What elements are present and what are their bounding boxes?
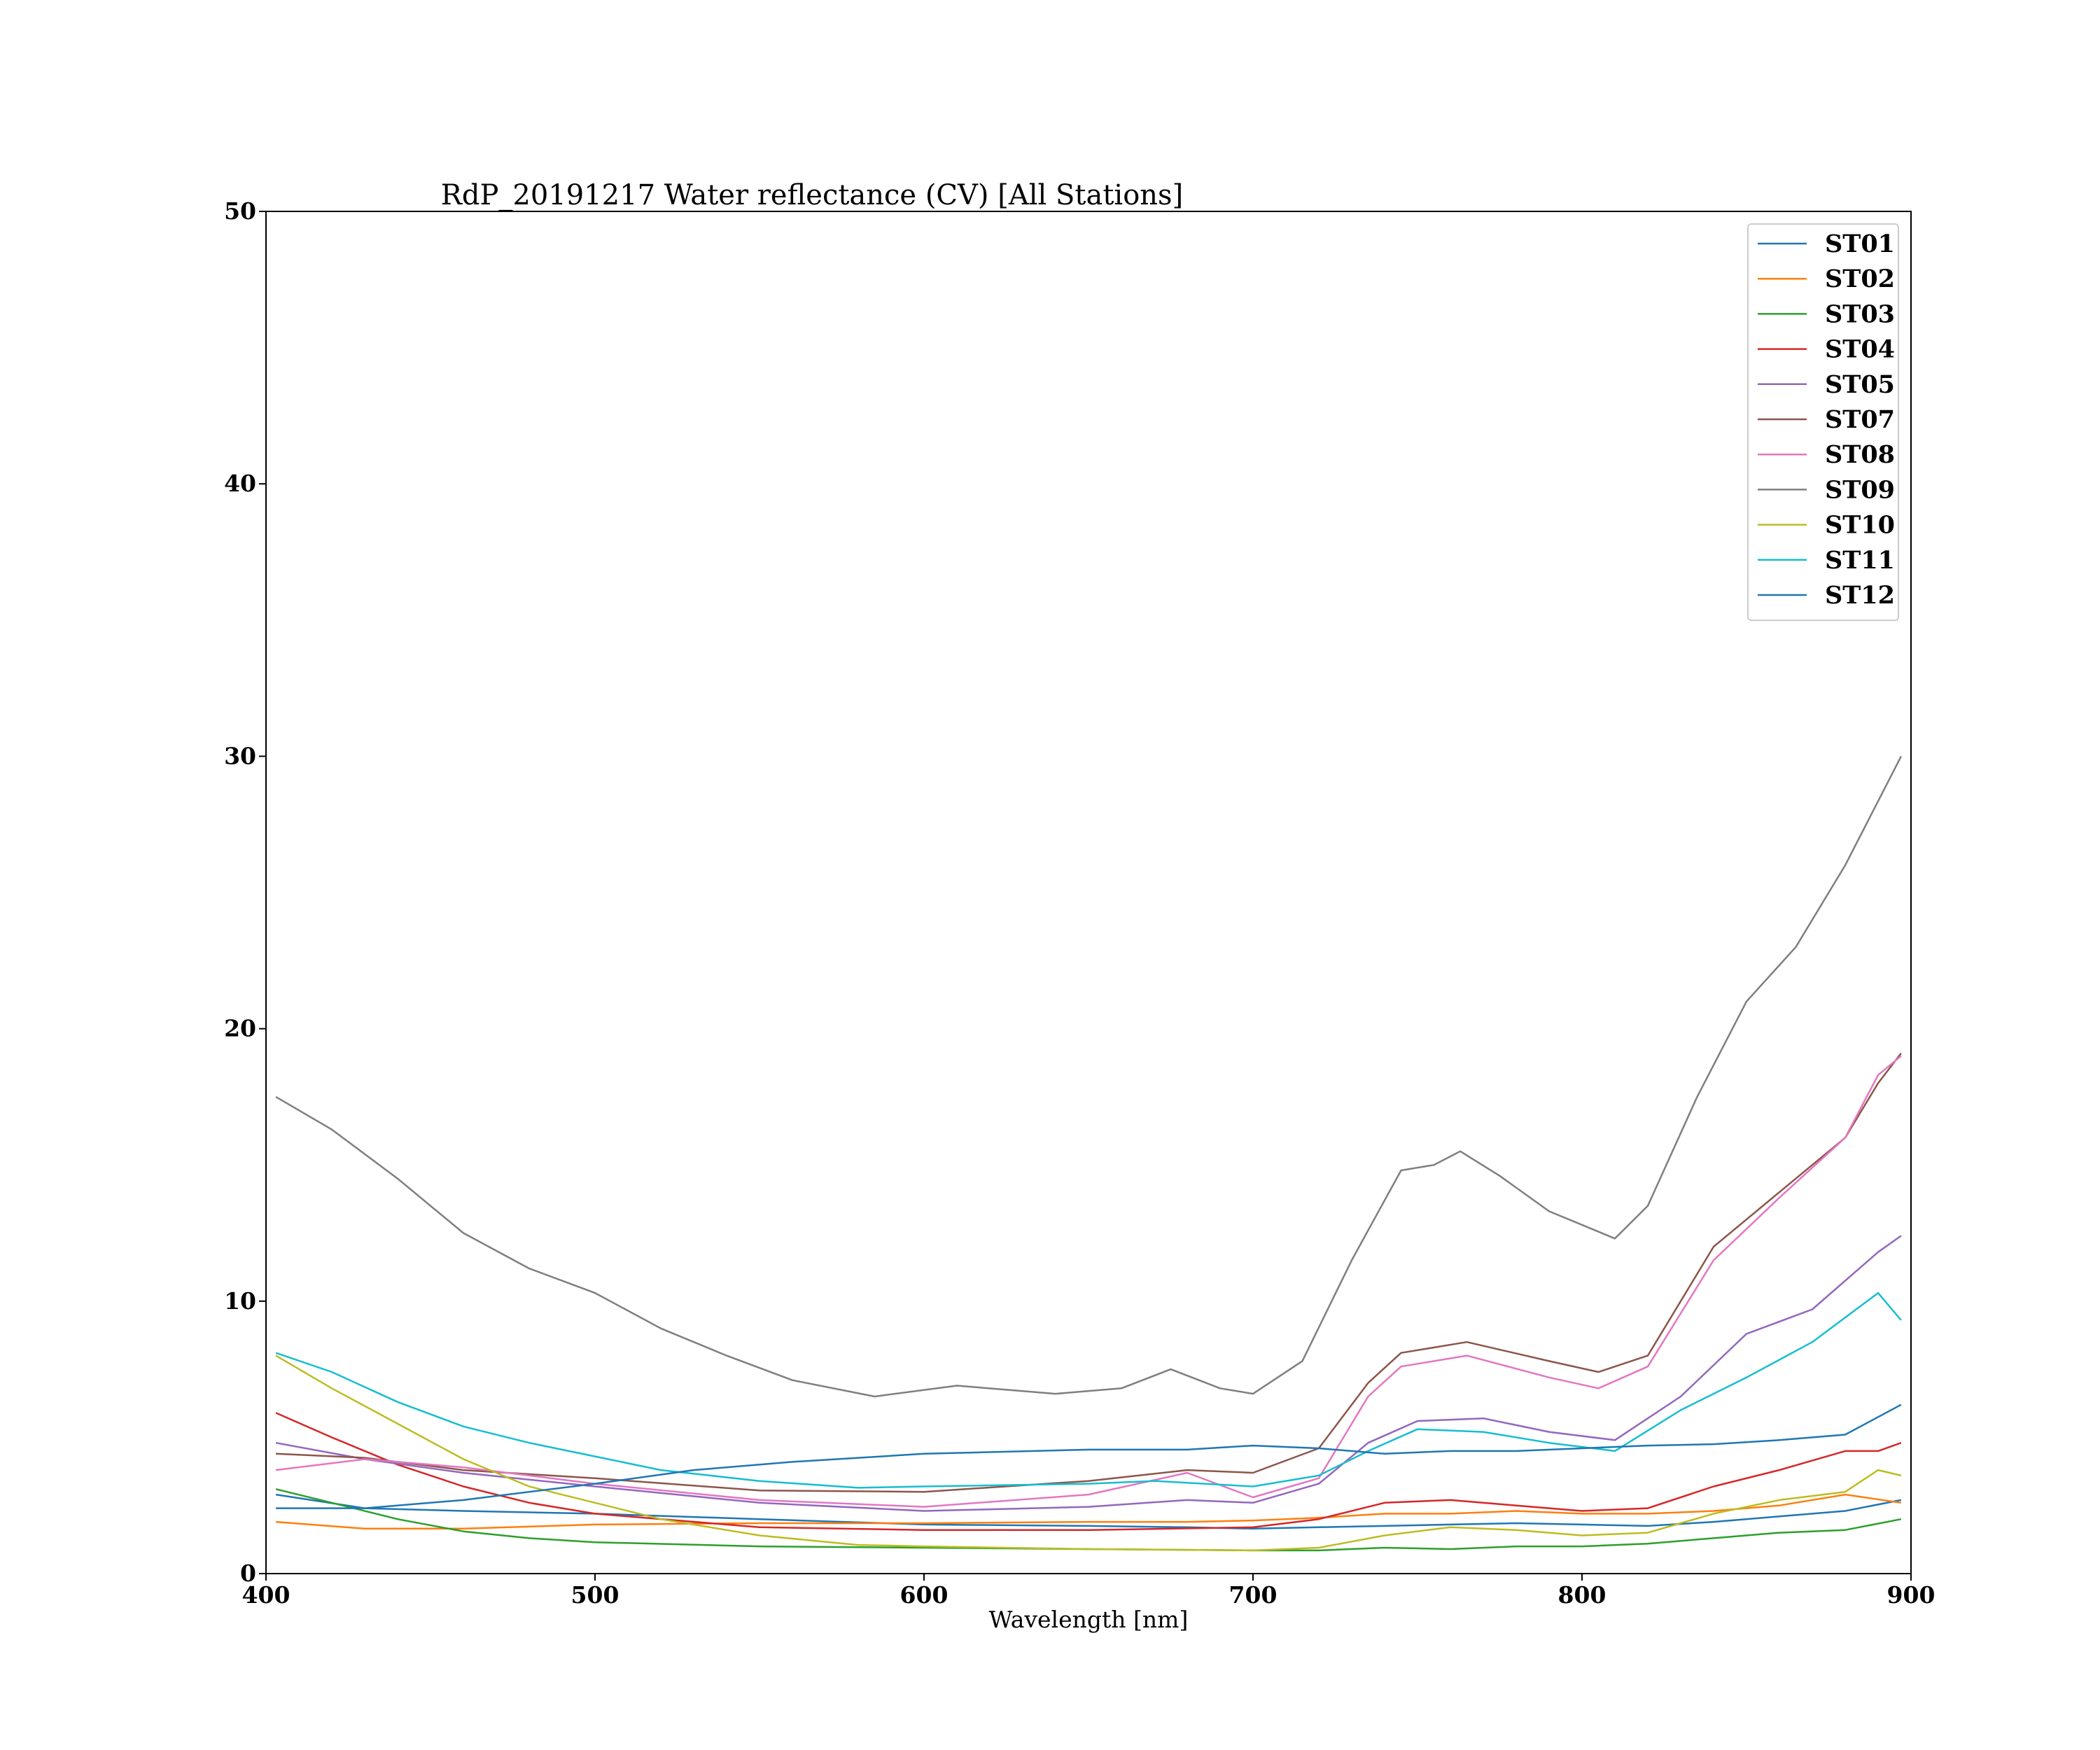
legend-label: ST11 [1825,546,1895,575]
series-line-st08 [275,1055,1902,1508]
x-axis-label: Wavelength [nm] [989,1606,1189,1633]
series-line-st12 [276,1404,1902,1509]
legend-box [1747,223,1899,622]
y-tick-label: 30 [224,742,256,769]
legend-label: ST04 [1825,335,1895,364]
series-line-st02 [276,1493,1902,1530]
legend-label: ST08 [1825,440,1895,469]
legend-label: ST05 [1825,370,1895,399]
x-tick-label: 800 [1558,1581,1606,1609]
x-tick-label: 400 [242,1581,290,1609]
x-tick-label: 600 [900,1581,948,1609]
y-tick-label: 50 [224,197,256,225]
y-tick-label: 10 [224,1287,256,1315]
y-axis: 0 10 20 30 40 50 [224,197,266,1587]
legend-label: ST01 [1825,230,1895,258]
series-line-st05 [275,1235,1902,1512]
series-line-st04 [275,1412,1902,1531]
series-line-st07 [276,1052,1902,1493]
series-line-st11 [275,1292,1902,1489]
series-line-st03 [275,1488,1902,1552]
legend-label: ST12 [1825,581,1895,610]
plot-area [275,755,1903,1552]
x-tick-label: 900 [1887,1581,1935,1609]
x-tick-label: 700 [1229,1581,1278,1609]
y-tick-label: 0 [240,1560,256,1587]
legend-label: ST09 [1825,475,1895,504]
legend-label: ST10 [1825,511,1895,540]
legend: ST01 ST02 ST03 ST04 ST05 ST07 ST08 ST09 ST10 ST11… [1747,223,1899,622]
legend-label: ST02 [1825,265,1895,293]
y-tick-label: 20 [224,1015,256,1042]
x-tick-label: 500 [571,1581,620,1609]
chart-title: RdP_20191217 Water reflectance (CV) [All… [441,179,1183,211]
plot-frame [265,211,1912,1574]
legend-label: ST07 [1825,405,1895,434]
x-axis: 400 500 600 700 800 900 [242,1574,1935,1609]
series-line-st10 [275,1354,1902,1552]
legend-label: ST03 [1825,300,1895,328]
y-tick-label: 40 [224,470,256,497]
series-line-st09 [275,755,1903,1398]
